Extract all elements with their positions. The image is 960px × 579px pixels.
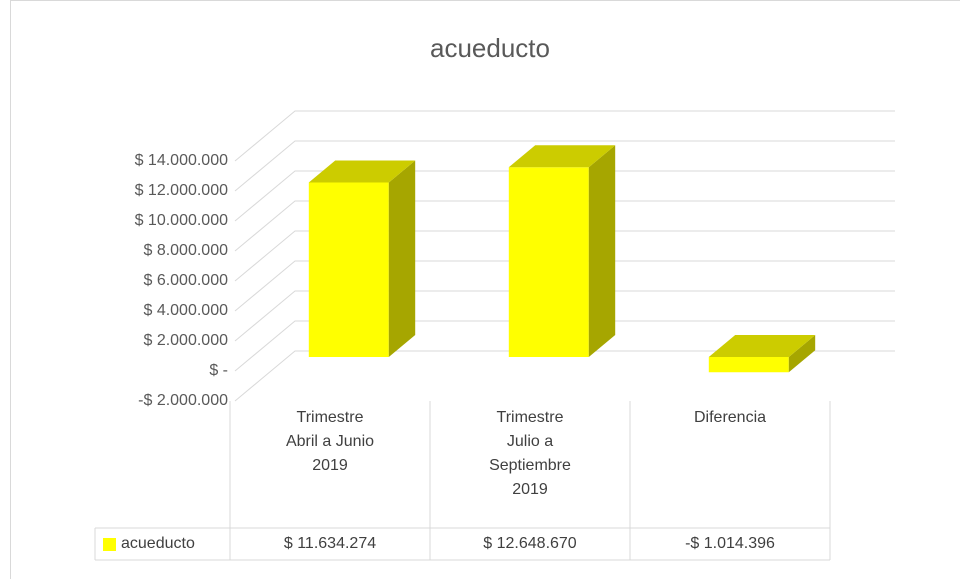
grid-line <box>234 110 895 162</box>
bar-side <box>388 160 416 357</box>
category-label: Diferencia <box>693 409 767 426</box>
bar-front <box>508 167 589 357</box>
y-tick-label: $ 8.000.000 <box>143 242 228 259</box>
bar-top <box>508 145 616 168</box>
grid-line <box>234 290 895 342</box>
y-tick-label: $ 10.000.000 <box>135 212 229 229</box>
value-label: $ 11.634.274 <box>283 535 377 552</box>
legend-swatch <box>103 538 116 551</box>
category-label: Trimestre Julio a Septiembre 2019 <box>489 409 571 498</box>
value-label: $ 12.648.670 <box>483 535 577 552</box>
value-label: -$ 1.014.396 <box>685 535 775 552</box>
bar-front <box>708 357 789 373</box>
bar-side <box>788 335 816 373</box>
grid-line <box>234 230 895 282</box>
grid-line <box>234 170 895 222</box>
grid-line <box>234 200 895 252</box>
grid-line <box>234 320 895 372</box>
bar-top <box>308 160 416 183</box>
y-tick-label: $ 4.000.000 <box>143 302 228 319</box>
bar-side <box>588 145 616 357</box>
legend-label: acueducto <box>121 535 195 552</box>
bar-front <box>308 182 389 357</box>
grid-line <box>234 140 895 192</box>
bar-top <box>708 335 816 357</box>
y-tick-label: $ 6.000.000 <box>143 272 228 289</box>
y-tick-label: $ 14.000.000 <box>135 152 229 169</box>
y-tick-label: $ 12.000.000 <box>135 182 229 199</box>
category-label: Trimestre Abril a Junio 2019 <box>285 409 375 474</box>
chart-title: acueducto <box>430 33 550 63</box>
y-tick-label: $ 2.000.000 <box>143 332 228 349</box>
y-tick-label: $ - <box>209 362 228 379</box>
y-tick-label: -$ 2.000.000 <box>138 392 228 409</box>
grid-line <box>234 350 895 402</box>
grid-line <box>234 260 895 312</box>
chart-frame <box>10 0 960 579</box>
